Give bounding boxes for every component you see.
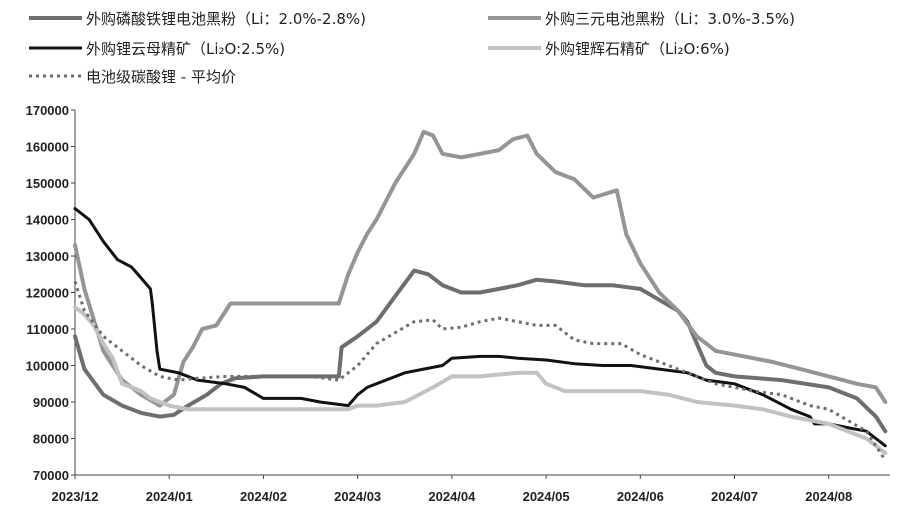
legend-label: 外购锂云母精矿（Li₂O:2.5%)	[86, 40, 285, 58]
x-tick-label: 2024/05	[523, 489, 570, 504]
y-tick-label: 70000	[33, 468, 69, 483]
x-tick-label: 2024/02	[240, 489, 287, 504]
x-tick-label: 2024/06	[617, 489, 664, 504]
y-tick-label: 150000	[26, 176, 69, 191]
series-line-5	[73, 281, 887, 462]
y-tick-label: 110000	[26, 322, 69, 337]
series-line-4	[73, 305, 888, 456]
x-tick-label: 2023/12	[52, 489, 99, 504]
y-tick-label: 160000	[26, 140, 69, 155]
y-tick-label: 130000	[26, 249, 69, 264]
series-line-1	[73, 268, 888, 434]
x-tick-label: 2024/01	[146, 489, 193, 504]
legend: 外购磷酸铁锂电池黑粉（Li：2.0%-2.8%) 外购三元电池黑粉（Li：3.0%…	[29, 10, 795, 86]
axes: 70000 80000 90000 100000 110000 120000 130000 1…	[26, 103, 890, 504]
series-lines	[73, 129, 888, 462]
legend-label: 外购磷酸铁锂电池黑粉（Li：2.0%-2.8%)	[86, 10, 366, 28]
series-line-2	[73, 129, 888, 408]
legend-label: 外购锂辉石精矿（Li₂O:6%)	[545, 40, 730, 58]
legend-item-4: 外购锂辉石精矿（Li₂O:6%)	[488, 40, 730, 58]
legend-label: 外购三元电池黑粉（Li：3.0%-3.5%)	[545, 10, 795, 28]
x-tick-label: 2024/07	[711, 489, 758, 504]
y-tick-label: 80000	[33, 432, 69, 447]
legend-item-3: 外购锂云母精矿（Li₂O:2.5%)	[29, 40, 285, 58]
y-tick-label: 170000	[26, 103, 69, 118]
y-tick-label: 140000	[26, 213, 69, 228]
legend-label: 电池级碳酸锂 - 平均价	[86, 68, 236, 86]
y-tick-label: 90000	[33, 395, 69, 410]
legend-item-1: 外购磷酸铁锂电池黑粉（Li：2.0%-2.8%)	[29, 10, 366, 28]
x-tick-label: 2024/03	[334, 489, 381, 504]
legend-item-2: 外购三元电池黑粉（Li：3.0%-3.5%)	[488, 10, 795, 28]
x-tick-label: 2024/04	[428, 489, 476, 504]
y-tick-label: 100000	[26, 359, 69, 374]
legend-item-5: 电池级碳酸锂 - 平均价	[29, 68, 236, 86]
y-tick-label: 120000	[26, 286, 69, 301]
x-tick-label: 2024/08	[805, 489, 852, 504]
